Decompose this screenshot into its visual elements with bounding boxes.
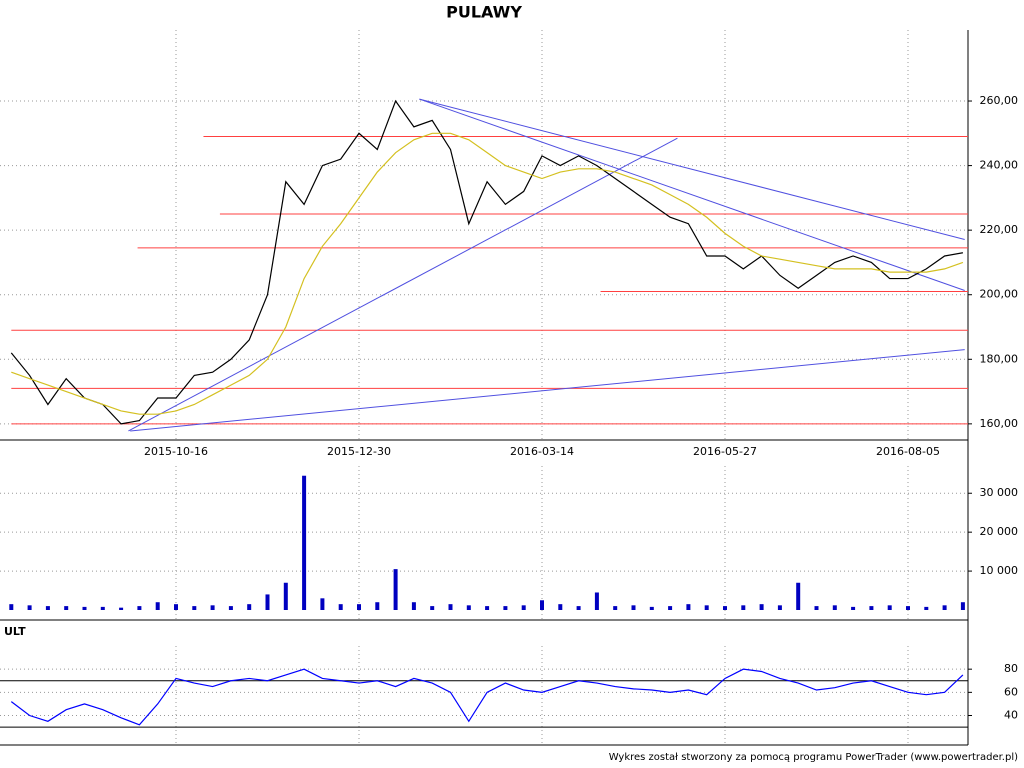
volume-bar: [357, 604, 361, 610]
x-tick-label: 2016-08-05: [876, 445, 940, 458]
volume-bar: [82, 606, 87, 610]
trend-line: [128, 137, 678, 432]
volume-bar: [45, 606, 50, 610]
volume-bar: [796, 582, 801, 610]
y-tick-label: 200,00: [980, 288, 1019, 301]
y-tick-label: 60: [1004, 685, 1018, 698]
x-tick-label: 2015-12-30: [327, 445, 391, 458]
y-tick-label: 20 000: [980, 525, 1019, 538]
y-tick-label: 80: [1004, 662, 1018, 675]
volume-bar: [466, 605, 471, 610]
volume-bar: [411, 602, 416, 610]
volume-bar: [649, 606, 654, 610]
footer: Wykres został stworzony za pomocą progra…: [609, 752, 1018, 763]
volume-bar: [210, 605, 215, 610]
volume-bar: [942, 605, 947, 610]
trend-line: [130, 349, 965, 432]
volume-bar: [302, 475, 307, 610]
volume-bar: [228, 606, 233, 610]
volume-bar: [576, 606, 581, 610]
volume-bar: [906, 606, 910, 610]
volume-bar: [777, 605, 782, 610]
volume-bar: [393, 569, 398, 610]
volume-bar: [521, 605, 526, 610]
volume-bar: [686, 604, 691, 610]
y-tick-label: 10 000: [980, 564, 1019, 577]
volume-bar: [887, 605, 892, 610]
volume-bar: [64, 606, 69, 610]
x-tick-label: 2015-10-16: [144, 445, 208, 458]
volume-bar: [247, 604, 252, 610]
x-tick-label: 2016-05-27: [693, 445, 757, 458]
volume-bar: [338, 604, 343, 610]
volume-bar: [723, 606, 727, 610]
volume-bar: [704, 605, 709, 610]
volume-bar: [869, 606, 874, 610]
volume-bar: [924, 606, 929, 610]
x-tick-label: 2016-03-14: [510, 445, 574, 458]
price-line: [10, 99, 964, 425]
volume-bar: [448, 604, 453, 610]
volume-bar: [851, 606, 856, 610]
y-tick-label: 180,00: [980, 352, 1019, 365]
volume-bar: [960, 602, 965, 610]
volume-bar: [741, 605, 746, 610]
volume-bar: [558, 604, 563, 610]
volume-bar: [759, 604, 764, 610]
volume-bar: [375, 602, 380, 610]
y-tick-label: 220,00: [980, 223, 1019, 236]
volume-bar: [668, 606, 673, 610]
volume-bar: [814, 606, 819, 610]
volume-bar: [613, 606, 618, 610]
volume-bar: [320, 598, 325, 610]
volume-bar: [265, 594, 270, 610]
volume-bar: [100, 606, 105, 610]
trend-line: [419, 98, 965, 241]
y-tick-label: 30 000: [980, 486, 1019, 499]
volume-bar: [832, 605, 837, 610]
y-tick-label: 160,00: [980, 417, 1019, 430]
volume-bar: [174, 604, 178, 610]
y-tick-label: 240,00: [980, 159, 1019, 172]
volume-bar: [594, 592, 599, 610]
y-tick-label: 260,00: [980, 94, 1019, 107]
chart-title: PULAWY: [446, 3, 522, 22]
volume-bar: [631, 605, 636, 610]
volume-bar: [283, 582, 288, 610]
volume-bar: [430, 606, 435, 610]
volume-bar: [192, 606, 197, 610]
volume-bar: [9, 604, 14, 610]
y-tick-label: 40: [1004, 709, 1018, 722]
ult-line: [10, 668, 964, 726]
price-line: [11, 132, 964, 415]
volume-bar: [155, 602, 160, 610]
panel-label: ULT: [4, 625, 26, 638]
volume-bar: [137, 606, 142, 610]
volume-bar: [540, 600, 544, 610]
volume-bar: [27, 605, 32, 610]
volume-bar: [485, 606, 490, 610]
trend-line: [419, 98, 965, 291]
volume-bar: [119, 607, 124, 610]
volume-bar: [503, 606, 508, 610]
